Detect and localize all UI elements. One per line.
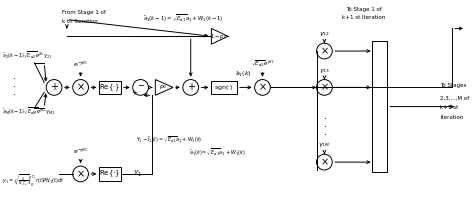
Text: $\cdot$: $\cdot$ — [322, 120, 326, 129]
Text: 2,3,...,M of: 2,3,...,M of — [440, 95, 470, 100]
Text: $e^{-j\theta_1}$: $e^{-j\theta_1}$ — [73, 147, 88, 156]
Text: $\times$: $\times$ — [320, 46, 329, 56]
Text: $\gamma_{12}$: $\gamma_{12}$ — [319, 30, 330, 38]
Text: $\cdot$: $\cdot$ — [322, 112, 326, 121]
Text: $\hat{a}_1(k-1)=\sqrt{E_{a1}}a_1+W_1(k-1)$: $\hat{a}_1(k-1)=\sqrt{E_{a1}}a_1+W_1(k-1… — [143, 14, 223, 24]
Text: $\times$: $\times$ — [320, 82, 329, 93]
Text: $Y_1$: $Y_1$ — [133, 169, 142, 179]
Text: $\cdot$: $\cdot$ — [12, 72, 16, 81]
Text: $1-p_0$: $1-p_0$ — [210, 32, 227, 41]
Text: $\times$: $\times$ — [320, 157, 329, 167]
Bar — [99, 81, 121, 94]
Text: $y_1=\sqrt{\frac{2}{N_0T_s}}\int_0^{T_s}r(t)PN_1(t)dt$: $y_1=\sqrt{\frac{2}{N_0T_s}}\int_0^{T_s}… — [2, 174, 65, 189]
Text: $\gamma_{13}$: $\gamma_{13}$ — [319, 67, 330, 75]
Text: $\hat{a}_2(k-1)\sqrt{E_{a2}}e^{j\theta_2}\gamma_{21}$: $\hat{a}_2(k-1)\sqrt{E_{a2}}e^{j\theta_2… — [2, 51, 52, 61]
Polygon shape — [155, 80, 173, 95]
Text: Re{$\cdot$}: Re{$\cdot$} — [100, 169, 121, 179]
Text: $\gamma_{1M}$: $\gamma_{1M}$ — [319, 141, 330, 149]
Text: k th Iteration: k th Iteration — [62, 19, 98, 24]
Text: $\hat{a}_1(k)$: $\hat{a}_1(k)$ — [236, 69, 252, 78]
Text: k+1 st Iteration: k+1 st Iteration — [342, 14, 385, 20]
Text: $\cdot$: $\cdot$ — [12, 88, 16, 97]
Text: Iteration: Iteration — [440, 115, 464, 120]
Text: Re{$\cdot$}: Re{$\cdot$} — [100, 82, 121, 93]
Text: +: + — [50, 83, 58, 92]
Text: $e^{-j\theta_1}$: $e^{-j\theta_1}$ — [73, 60, 88, 69]
Text: $\times$: $\times$ — [76, 169, 85, 179]
Text: $+$: $+$ — [131, 88, 138, 97]
Text: $-$: $-$ — [137, 79, 145, 88]
Text: k+1 st: k+1 st — [440, 105, 459, 110]
Bar — [372, 41, 387, 172]
Text: To Stage 1 of: To Stage 1 of — [346, 7, 382, 12]
Text: $\sqrt{E_{a1}}e^{j\theta_1}$: $\sqrt{E_{a1}}e^{j\theta_1}$ — [251, 59, 274, 69]
Polygon shape — [211, 29, 228, 44]
Text: sgn($\cdot$): sgn($\cdot$) — [214, 83, 234, 92]
Text: $\times$: $\times$ — [76, 82, 85, 93]
Bar — [211, 81, 237, 94]
Bar — [99, 167, 121, 181]
Text: $\cdot$: $\cdot$ — [12, 80, 16, 89]
Text: $\hat{a}_1(k)=\sqrt{E_{a1}}a_1+W_1(k)$: $\hat{a}_1(k)=\sqrt{E_{a1}}a_1+W_1(k)$ — [189, 147, 246, 158]
Text: $Y_1-\hat{I}_1(k)=\sqrt{E_{a1}}a_1+W_1(k)$: $Y_1-\hat{I}_1(k)=\sqrt{E_{a1}}a_1+W_1(k… — [136, 135, 202, 145]
Text: $\times$: $\times$ — [258, 82, 267, 93]
Text: From Stage 1 of: From Stage 1 of — [62, 10, 106, 15]
Text: $\cdot$: $\cdot$ — [322, 128, 326, 137]
Text: +: + — [187, 83, 195, 92]
Text: $p_0$: $p_0$ — [159, 83, 167, 91]
Text: To Stages: To Stages — [440, 83, 467, 89]
Text: $\hat{a}_M(k-1)\sqrt{E_{aM}}e^{j\theta_M}\gamma_{M1}$: $\hat{a}_M(k-1)\sqrt{E_{aM}}e^{j\theta_M… — [2, 107, 55, 117]
